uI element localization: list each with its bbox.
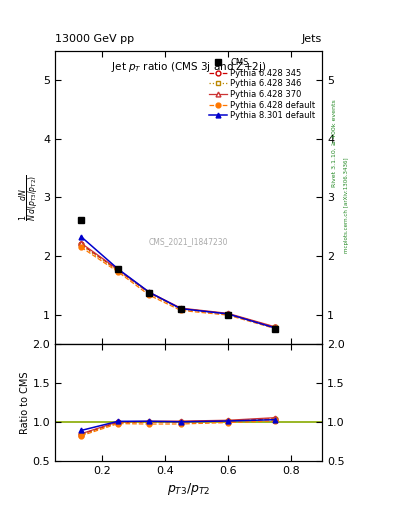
Text: CMS_2021_I1847230: CMS_2021_I1847230 [149,237,228,246]
Legend: CMS, Pythia 6.428 345, Pythia 6.428 346, Pythia 6.428 370, Pythia 6.428 default,: CMS, Pythia 6.428 345, Pythia 6.428 346,… [206,55,318,123]
Text: 13000 GeV pp: 13000 GeV pp [55,33,134,44]
Y-axis label: Ratio to CMS: Ratio to CMS [20,371,29,434]
Text: mcplots.cern.ch [arXiv:1306.3436]: mcplots.cern.ch [arXiv:1306.3436] [344,157,349,252]
Text: Jet $p_{T}$ ratio (CMS 3j and Z+2j): Jet $p_{T}$ ratio (CMS 3j and Z+2j) [111,60,266,74]
X-axis label: $p_{T3}/p_{T2}$: $p_{T3}/p_{T2}$ [167,481,210,497]
Y-axis label: $\frac{1}{N}\frac{dN}{d(p_{T3}/p_{T2})}$: $\frac{1}{N}\frac{dN}{d(p_{T3}/p_{T2})}$ [18,174,42,221]
Text: Jets: Jets [302,33,322,44]
Text: Rivet 3.1.10, ≥ 400k events: Rivet 3.1.10, ≥ 400k events [332,99,337,187]
